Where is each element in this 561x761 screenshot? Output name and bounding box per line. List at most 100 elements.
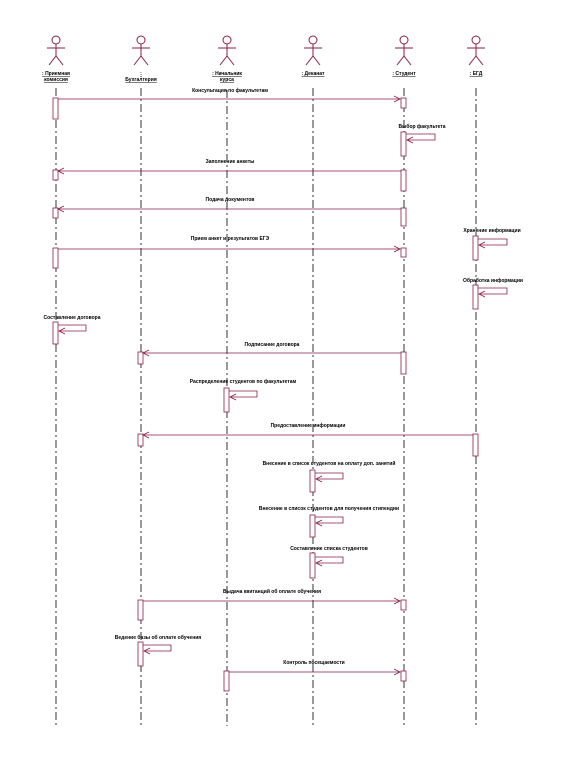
arrowhead-icon bbox=[315, 559, 323, 567]
arrowhead-icon bbox=[142, 431, 150, 439]
message-0: Консультация по факультетам bbox=[58, 87, 401, 103]
arrowhead-icon bbox=[142, 349, 150, 357]
activation-box bbox=[137, 641, 144, 667]
message-label: Заполнение анкеты bbox=[206, 159, 255, 165]
message-label: Внесение в список студентов для получени… bbox=[259, 506, 399, 512]
activation-box bbox=[400, 599, 407, 611]
message-12: Внесение в список студентов для получени… bbox=[259, 506, 399, 527]
message-16: Контроль посещаемости bbox=[229, 660, 401, 676]
activation-box bbox=[137, 599, 144, 621]
activation-box bbox=[400, 97, 407, 109]
actor-head-label: : Начальник курса bbox=[212, 71, 242, 83]
arrowhead-icon bbox=[57, 205, 65, 213]
self-message-arrow bbox=[58, 324, 87, 332]
message-2: Заполнение анкеты bbox=[57, 159, 401, 175]
message-label: Контроль посещаемости bbox=[283, 660, 344, 666]
activation-box bbox=[309, 469, 316, 493]
arrowhead-icon bbox=[57, 167, 65, 175]
message-6: Обработка информации bbox=[463, 277, 523, 298]
actor-accounting-figure-icon bbox=[131, 35, 151, 66]
message-14: Выдача квитанций об оплате обучения bbox=[143, 588, 401, 605]
self-message-arrow bbox=[315, 556, 344, 564]
arrowhead-icon bbox=[58, 327, 66, 335]
actor-accounting: : Бухгалтерия bbox=[125, 35, 157, 726]
message-label: Внесение в список студентов на оплату до… bbox=[263, 460, 396, 467]
arrowhead-icon bbox=[393, 597, 401, 605]
message-15: Ведение базы об оплате обучения bbox=[115, 634, 202, 655]
activation-box bbox=[309, 552, 316, 579]
actor-dean-label: : Деканат bbox=[302, 71, 326, 77]
activation-box bbox=[52, 207, 59, 219]
self-message-arrow bbox=[229, 390, 258, 398]
message-label: Хранение информации bbox=[463, 227, 520, 234]
activation-box bbox=[223, 670, 230, 692]
activation-box bbox=[400, 169, 407, 192]
message-label: Ведение базы об оплате обучения bbox=[115, 634, 202, 641]
arrowhead-icon bbox=[393, 95, 401, 103]
activation-box bbox=[472, 284, 479, 310]
actor-egd: : ЕГД bbox=[466, 35, 486, 726]
arrowhead-icon bbox=[315, 475, 323, 483]
message-label: Обработка информации bbox=[463, 277, 523, 284]
message-8: Подписание договора bbox=[142, 342, 401, 357]
actor-dean: : Деканат bbox=[302, 35, 326, 726]
self-message-arrow bbox=[478, 287, 508, 295]
activation-box bbox=[52, 97, 59, 120]
arrowhead-icon bbox=[393, 668, 401, 676]
arrowhead-icon bbox=[406, 136, 414, 144]
arrowhead-icon bbox=[143, 647, 151, 655]
actor-committee: : Приемная комиссия bbox=[42, 35, 70, 726]
message-label: Составление договора bbox=[44, 315, 101, 321]
activations bbox=[52, 97, 479, 692]
activation-box bbox=[400, 131, 407, 157]
message-7: Составление договора bbox=[44, 315, 101, 335]
activation-box bbox=[137, 351, 144, 365]
activation-box bbox=[309, 514, 316, 538]
message-label: Выдача квитанций об оплате обучения bbox=[223, 588, 321, 595]
activation-box bbox=[223, 387, 230, 413]
actor-student-figure-icon bbox=[394, 35, 414, 66]
message-label: Прием анкет и результатов ЕГЭ bbox=[191, 236, 270, 242]
message-label: Подписание договора bbox=[245, 342, 300, 348]
message-9: Распределение студентов по факультетам bbox=[190, 378, 297, 401]
activation-box bbox=[400, 247, 407, 258]
actor-committee-label: : Приемная комиссия bbox=[42, 71, 70, 83]
message-10: Предоставление информации bbox=[142, 422, 473, 439]
message-label: Выбор факультета bbox=[398, 123, 445, 130]
self-message-arrow bbox=[478, 238, 508, 246]
actor-egd-label: : ЕГД bbox=[470, 71, 483, 77]
message-label: Распределение студентов по факультетам bbox=[190, 378, 297, 385]
message-label: Консультация по факультетам bbox=[192, 87, 268, 94]
actor-committee-figure-icon bbox=[46, 35, 66, 66]
self-message-arrow bbox=[143, 644, 172, 652]
actor-accounting-label: : Бухгалтерия bbox=[125, 71, 157, 83]
self-message-arrow bbox=[315, 516, 344, 524]
actor-student-label: : Студент bbox=[392, 71, 416, 77]
message-1: Выбор факультета bbox=[398, 123, 446, 144]
self-message-arrow bbox=[315, 472, 344, 480]
activation-box bbox=[472, 235, 479, 261]
activation-box bbox=[52, 321, 59, 345]
self-message-arrow bbox=[406, 133, 436, 141]
activation-box bbox=[400, 351, 407, 375]
message-label: Подача документов bbox=[206, 197, 255, 203]
arrowhead-icon bbox=[478, 290, 486, 298]
arrowhead-icon bbox=[229, 393, 237, 401]
activation-box bbox=[52, 169, 59, 181]
activation-box bbox=[472, 433, 479, 457]
message-5: Хранение информации bbox=[463, 227, 521, 249]
arrowhead-icon bbox=[478, 241, 486, 249]
message-4: Прием анкет и результатов ЕГЭ bbox=[58, 236, 401, 253]
actor-head-figure-icon bbox=[217, 35, 237, 66]
message-label: Предоставление информации bbox=[271, 422, 346, 429]
message-3: Подача документов bbox=[57, 197, 401, 213]
message-11: Внесение в список студентов на оплату до… bbox=[263, 460, 396, 483]
arrowhead-icon bbox=[393, 245, 401, 253]
activation-box bbox=[400, 207, 407, 227]
activation-box bbox=[137, 433, 144, 447]
actor-dean-figure-icon bbox=[303, 35, 323, 66]
arrowhead-icon bbox=[315, 519, 323, 527]
actor-egd-figure-icon bbox=[466, 35, 486, 66]
actor-student: : Студент bbox=[392, 35, 416, 726]
